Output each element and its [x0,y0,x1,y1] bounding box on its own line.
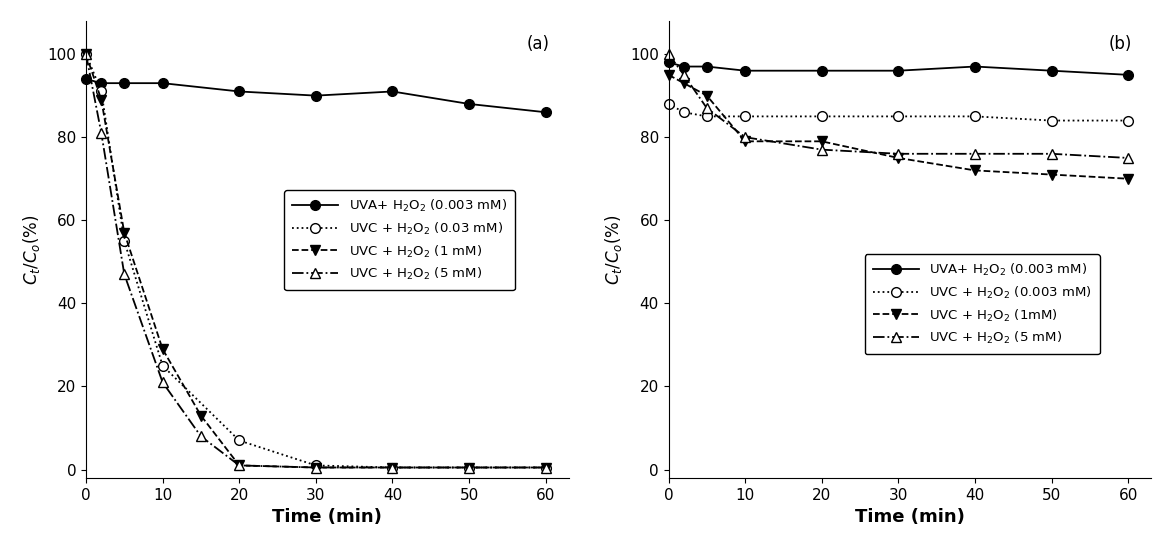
X-axis label: Time (min): Time (min) [854,508,965,526]
Text: (a): (a) [526,34,550,53]
Legend: UVA+ H$_2$O$_2$ (0.003 mM), UVC + H$_2$O$_2$ (0.003 mM), UVC + H$_2$O$_2$ (1mM),: UVA+ H$_2$O$_2$ (0.003 mM), UVC + H$_2$O… [865,254,1099,354]
Y-axis label: $C_t/C_o$(%): $C_t/C_o$(%) [21,214,42,285]
Text: (b): (b) [1109,34,1132,53]
Legend: UVA+ H$_2$O$_2$ (0.003 mM), UVC + H$_2$O$_2$ (0.03 mM), UVC + H$_2$O$_2$ (1 mM),: UVA+ H$_2$O$_2$ (0.003 mM), UVC + H$_2$O… [285,190,515,290]
Y-axis label: $C_t/C_o$(%): $C_t/C_o$(%) [604,214,625,285]
X-axis label: Time (min): Time (min) [272,508,382,526]
